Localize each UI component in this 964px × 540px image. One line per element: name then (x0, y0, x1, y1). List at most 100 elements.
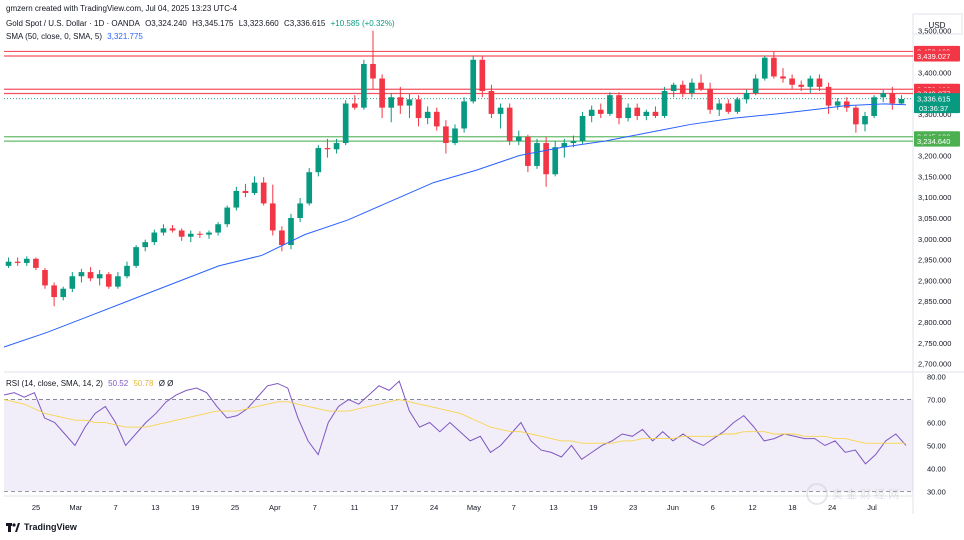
candle-body (862, 115, 868, 125)
candle-body (834, 101, 841, 106)
candle-body (206, 232, 212, 235)
candle-body (415, 99, 422, 119)
candle-body (889, 93, 896, 104)
axes: 3,500.0003,450.0003,400.0003,350.0003,30… (32, 27, 960, 512)
sma-label[interactable]: SMA (50, close, 0, SMA, 5) (6, 32, 103, 41)
candle-body (406, 99, 413, 106)
low-value: L3,323.660 (238, 19, 279, 28)
candle-body (497, 107, 504, 114)
currency-label: USD (929, 21, 946, 30)
price-tick-label: 2,750.000 (918, 339, 951, 348)
tradingview-text: TradingView (24, 522, 77, 532)
candle-body (825, 86, 832, 106)
time-tick-label: Jul (867, 503, 877, 512)
candle-body (707, 88, 713, 110)
candle-body (853, 107, 859, 125)
candle-body (306, 172, 313, 204)
candle-body (233, 190, 240, 208)
time-tick-label: 19 (589, 503, 597, 512)
candle-body (561, 143, 568, 148)
rsi-tick-label: 50.00 (927, 441, 946, 450)
candle-body (634, 107, 641, 116)
time-tick-label: 12 (748, 503, 756, 512)
time-tick-label: Mar (69, 503, 82, 512)
candle-body (78, 272, 85, 277)
candle-body (734, 99, 741, 112)
rsi-label[interactable]: RSI (14, close, SMA, 14, 2) (6, 379, 103, 388)
candle-body (725, 103, 732, 112)
tradingview-logo-icon (6, 522, 20, 532)
time-tick-label: 23 (629, 503, 637, 512)
candle-body (816, 78, 823, 87)
time-tick-label: Jun (667, 503, 679, 512)
candle-body (506, 107, 513, 141)
price-tag (914, 93, 960, 114)
candle-body (452, 128, 458, 144)
watermark: 奥 金 财 经 网 (806, 483, 899, 505)
candle-body (342, 103, 349, 144)
candle-body (23, 258, 30, 263)
candle-body (379, 78, 385, 108)
candle-body (288, 217, 294, 246)
candle-body (470, 59, 477, 102)
candle-body (87, 272, 94, 279)
candle-body (752, 78, 759, 94)
time-tick-label: 7 (114, 503, 118, 512)
price-tick-label: 2,850.000 (918, 297, 951, 306)
sma-line (3, 103, 907, 348)
candle-body (552, 147, 559, 175)
candle-body (351, 103, 358, 108)
candle-body (515, 136, 522, 141)
symbol-name[interactable]: Gold Spot / U.S. Dollar · 1D · OANDA (6, 19, 140, 28)
candle-body (661, 91, 668, 116)
candle-body (324, 148, 331, 150)
candle-body (625, 107, 631, 119)
countdown-label: 03:36:37 (919, 104, 948, 113)
price-tick-label: 2,900.000 (918, 276, 951, 285)
rsi-tick-label: 80.00 (927, 373, 946, 382)
candle-body (488, 91, 495, 114)
time-tick-label: 7 (313, 503, 317, 512)
rsi-legend[interactable]: RSI (14, close, SMA, 14, 2) 50.52 50.78 … (6, 379, 176, 388)
candle-body (14, 261, 21, 263)
candle-body (178, 230, 185, 237)
candle-body (169, 228, 176, 231)
candle-body (780, 76, 786, 79)
price-tick-label: 2,950.000 (918, 256, 951, 265)
rsi-ma-line (3, 399, 906, 444)
candle-body (297, 203, 303, 218)
candle-body (461, 101, 467, 129)
candle-body (251, 182, 258, 193)
credit-line: gmzern created with TradingView.com, Jul… (6, 4, 240, 13)
rsi-pane[interactable] (3, 380, 913, 492)
candle-body (643, 111, 650, 116)
price-tick-label: 3,050.000 (918, 214, 951, 223)
time-tick-label: 25 (231, 503, 239, 512)
candle-body (679, 84, 686, 94)
rsi-extra: Ø Ø (158, 379, 174, 388)
price-tick-label: 2,700.000 (918, 360, 951, 369)
time-tick-label: 24 (828, 503, 836, 512)
time-tick-label: 24 (430, 503, 438, 512)
candle-body (789, 78, 795, 85)
candle-body (880, 93, 887, 98)
symbol-legend[interactable]: Gold Spot / U.S. Dollar · 1D · OANDA O3,… (6, 19, 398, 28)
candle-body (479, 59, 486, 92)
price-pane[interactable] (3, 30, 913, 348)
rsi-tick-label: 60.00 (927, 419, 946, 428)
candle-body (260, 182, 267, 204)
sma-legend[interactable]: SMA (50, close, 0, SMA, 5) 3,321.775 (6, 32, 146, 41)
rsi-tick-label: 70.00 (927, 396, 946, 405)
candle-body (424, 111, 431, 119)
tradingview-logo[interactable]: TradingView (6, 522, 77, 532)
candle-body (279, 230, 285, 246)
candle-body (543, 143, 549, 175)
rsi-line (3, 380, 907, 465)
rsi-band-fill (4, 399, 913, 492)
candle-body (771, 57, 777, 77)
sma-value: 3,321.775 (107, 32, 143, 41)
time-tick-label: 13 (549, 503, 557, 512)
candle-body (96, 274, 103, 279)
price-tick-label: 3,100.000 (918, 193, 951, 202)
